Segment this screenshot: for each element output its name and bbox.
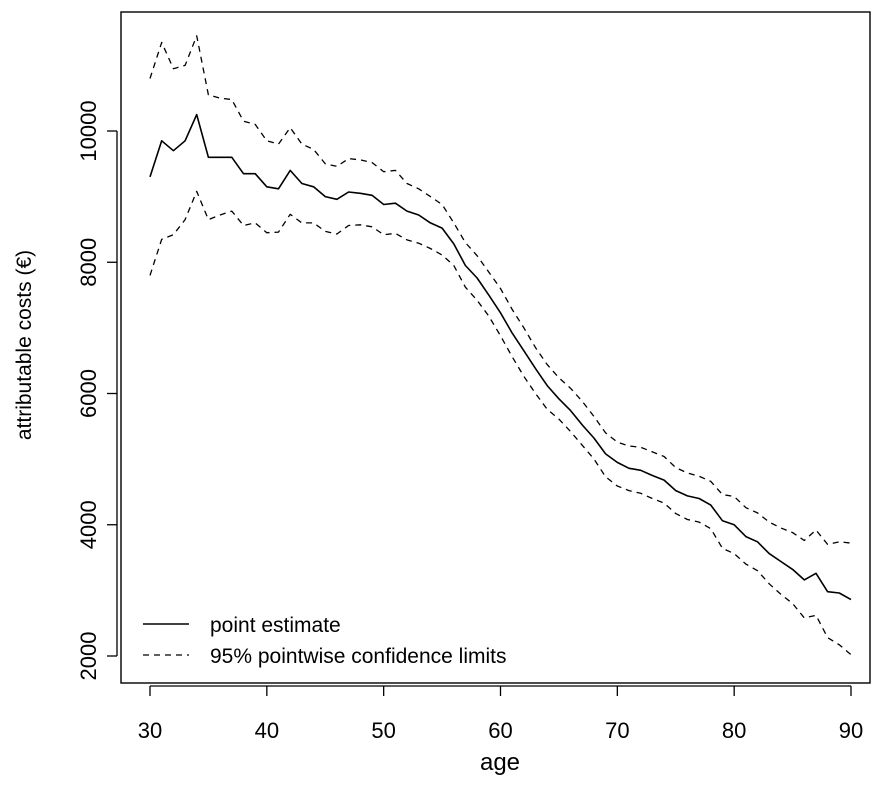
x-tick-label: 80 xyxy=(722,718,746,743)
plot-frame xyxy=(120,11,871,684)
y-tick-label: 10000 xyxy=(76,100,101,161)
x-tick-label: 70 xyxy=(605,718,629,743)
series-line-lower-confidence-limit xyxy=(149,190,852,656)
x-tick-label: 50 xyxy=(371,718,395,743)
series-layer xyxy=(149,35,852,656)
x-tick-label: 90 xyxy=(839,718,863,743)
y-tick-label: 4000 xyxy=(76,500,101,549)
y-tick-label: 2000 xyxy=(76,632,101,681)
x-tick-label: 30 xyxy=(138,718,162,743)
legend-label-confidence-limits: 95% pointwise confidence limits xyxy=(210,645,506,668)
y-tick-label: 8000 xyxy=(76,238,101,287)
legend-label-point-estimate: point estimate xyxy=(210,614,341,637)
x-axis-label: age xyxy=(480,749,520,776)
series-line-point-estimate xyxy=(149,113,852,601)
y-axis-label: attributable costs (€) xyxy=(13,250,36,440)
x-axis: 30 40 50 60 70 80 90 xyxy=(138,685,863,743)
x-tick-label: 40 xyxy=(255,718,279,743)
legend: point estimate 95% pointwise confidence … xyxy=(143,614,506,668)
x-tick-label: 60 xyxy=(488,718,512,743)
y-axis: 2000 4000 6000 8000 10000 xyxy=(76,100,118,681)
y-tick-label: 6000 xyxy=(76,369,101,418)
series-line-upper-confidence-limit xyxy=(149,35,852,546)
